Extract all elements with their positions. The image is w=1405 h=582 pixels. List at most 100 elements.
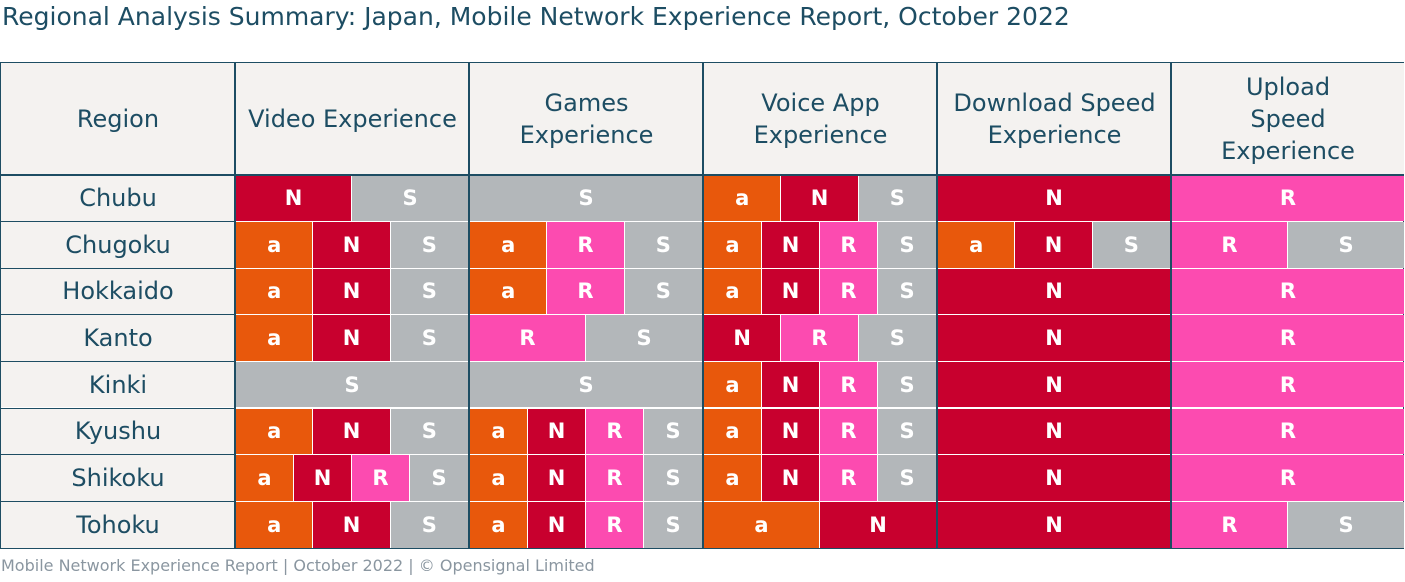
row-divider — [1, 360, 235, 363]
cell-tohoku-video-experience-S: S — [390, 501, 468, 549]
cell-shikoku-games-experience-N: N — [528, 455, 585, 501]
header-region: Region — [1, 63, 235, 174]
cell-kinki-voice-app-experience-R: R — [820, 361, 877, 408]
cell-kinki-games-experience-S: S — [470, 361, 702, 408]
region-kinki: Kinki — [1, 361, 235, 408]
cell-kyushu-games-experience-R: R — [586, 408, 643, 455]
cell-kinki-voice-app-experience-a: a — [704, 361, 761, 408]
cell-shikoku-video-experience-R: R — [352, 455, 409, 501]
cell-chugoku-video-experience-S: S — [390, 222, 468, 268]
col-divider — [1170, 63, 1172, 548]
cell-hokkaido-download-speed-experience-N: N — [938, 268, 1170, 315]
cell-chubu-voice-app-experience-a: a — [704, 175, 781, 222]
cell-hokkaido-voice-app-experience-S: S — [878, 268, 936, 315]
region-kyushu: Kyushu — [1, 408, 235, 455]
cell-kanto-voice-app-experience-R: R — [781, 315, 858, 361]
cell-tohoku-games-experience-R: R — [586, 501, 643, 549]
cell-kyushu-video-experience-S: S — [390, 408, 468, 455]
header-upload: Upload Speed Experience — [1172, 63, 1404, 174]
cell-chugoku-upload-speed-experience-S: S — [1288, 222, 1404, 268]
cell-shikoku-games-experience-R: R — [586, 455, 643, 501]
region-tohoku: Tohoku — [1, 501, 235, 549]
cell-chugoku-download-speed-experience-N: N — [1015, 222, 1092, 268]
region-hokkaido: Hokkaido — [1, 268, 235, 315]
cell-kyushu-voice-app-experience-a: a — [704, 408, 761, 455]
col-divider — [234, 63, 236, 548]
cell-kyushu-games-experience-a: a — [470, 408, 527, 455]
cell-hokkaido-games-experience-S: S — [624, 268, 702, 315]
cell-kanto-games-experience-S: S — [586, 315, 702, 361]
cell-kyushu-download-speed-experience-N: N — [938, 408, 1170, 455]
cell-kanto-upload-speed-experience-R: R — [1172, 315, 1404, 361]
cell-chugoku-upload-speed-experience-R: R — [1172, 222, 1287, 268]
cell-shikoku-download-speed-experience-N: N — [938, 455, 1170, 501]
cell-kyushu-voice-app-experience-N: N — [762, 408, 819, 455]
cell-kanto-video-experience-S: S — [390, 315, 468, 361]
row-divider — [1, 221, 235, 223]
cell-hokkaido-video-experience-S: S — [390, 268, 468, 315]
summary-table: Region Video Experience Games Experience… — [0, 62, 1404, 549]
cell-shikoku-upload-speed-experience-R: R — [1172, 455, 1404, 501]
cell-kyushu-voice-app-experience-R: R — [820, 408, 877, 455]
cell-chubu-upload-speed-experience-R: R — [1172, 175, 1404, 222]
col-divider — [936, 63, 938, 548]
cell-chugoku-games-experience-S: S — [624, 222, 702, 268]
row-divider — [1, 407, 235, 409]
header-games: Games Experience — [470, 63, 703, 174]
cell-hokkaido-video-experience-a: a — [236, 268, 313, 315]
cell-tohoku-video-experience-N: N — [313, 501, 390, 549]
footer-credit: Mobile Network Experience Report | Octob… — [1, 556, 595, 575]
cell-shikoku-voice-app-experience-N: N — [762, 455, 819, 501]
cell-kanto-voice-app-experience-S: S — [858, 315, 936, 361]
header-voice: Voice App Experience — [704, 63, 937, 174]
cell-kinki-download-speed-experience-N: N — [938, 361, 1170, 408]
cell-kinki-voice-app-experience-S: S — [878, 361, 936, 408]
cell-tohoku-upload-speed-experience-R: R — [1172, 501, 1287, 549]
cell-kyushu-games-experience-N: N — [528, 408, 585, 455]
cell-kanto-voice-app-experience-N: N — [704, 315, 781, 361]
cell-tohoku-games-experience-a: a — [470, 501, 527, 549]
row-divider — [1, 454, 235, 456]
cell-hokkaido-voice-app-experience-R: R — [820, 268, 877, 315]
cell-chugoku-video-experience-a: a — [236, 222, 313, 268]
cell-tohoku-download-speed-experience-N: N — [938, 501, 1170, 549]
cell-chugoku-voice-app-experience-S: S — [878, 222, 936, 268]
cell-tohoku-video-experience-a: a — [236, 501, 313, 549]
cell-kyushu-upload-speed-experience-R: R — [1172, 408, 1404, 455]
cell-shikoku-voice-app-experience-a: a — [704, 455, 761, 501]
cell-chugoku-voice-app-experience-a: a — [704, 222, 761, 268]
cell-chugoku-video-experience-N: N — [313, 222, 390, 268]
cell-shikoku-video-experience-S: S — [410, 455, 468, 501]
cell-tohoku-voice-app-experience-a: a — [704, 501, 819, 549]
cell-kyushu-games-experience-S: S — [644, 408, 702, 455]
cell-tohoku-voice-app-experience-N: N — [820, 501, 936, 549]
cell-shikoku-voice-app-experience-R: R — [820, 455, 877, 501]
page-title: Regional Analysis Summary: Japan, Mobile… — [2, 2, 1070, 31]
cell-chubu-voice-app-experience-N: N — [781, 175, 858, 222]
cell-hokkaido-video-experience-N: N — [313, 268, 390, 315]
cell-tohoku-games-experience-S: S — [644, 501, 702, 549]
cell-kyushu-video-experience-a: a — [236, 408, 313, 455]
cell-chubu-video-experience-N: N — [236, 175, 351, 222]
region-chubu: Chubu — [1, 175, 235, 222]
cell-hokkaido-games-experience-a: a — [470, 268, 547, 315]
cell-shikoku-voice-app-experience-S: S — [878, 455, 936, 501]
cell-kyushu-video-experience-N: N — [313, 408, 390, 455]
cell-chugoku-voice-app-experience-R: R — [820, 222, 877, 268]
cell-chugoku-games-experience-a: a — [470, 222, 547, 268]
cell-hokkaido-games-experience-R: R — [547, 268, 624, 315]
cell-kinki-video-experience-S: S — [236, 361, 468, 408]
cell-shikoku-video-experience-a: a — [236, 455, 293, 501]
row-divider — [1, 267, 235, 270]
cell-shikoku-games-experience-a: a — [470, 455, 527, 501]
cell-hokkaido-voice-app-experience-N: N — [762, 268, 819, 315]
cell-shikoku-games-experience-S: S — [644, 455, 702, 501]
cell-hokkaido-upload-speed-experience-R: R — [1172, 268, 1404, 315]
row-divider — [1, 314, 235, 316]
cell-kinki-voice-app-experience-N: N — [762, 361, 819, 408]
cell-kanto-download-speed-experience-N: N — [938, 315, 1170, 361]
cell-chubu-video-experience-S: S — [352, 175, 468, 222]
cell-kanto-games-experience-R: R — [470, 315, 585, 361]
cell-kanto-video-experience-a: a — [236, 315, 313, 361]
cell-shikoku-video-experience-N: N — [294, 455, 351, 501]
